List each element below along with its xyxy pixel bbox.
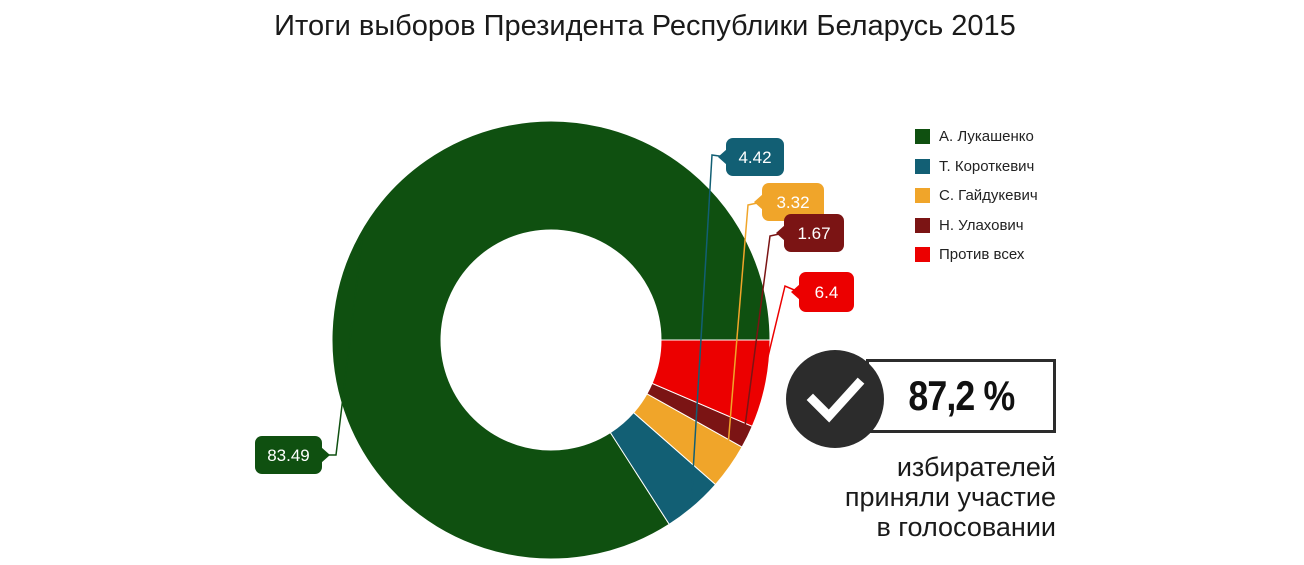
donut-slice — [651, 339, 771, 427]
turnout-caption-line: в голосовании — [876, 512, 1056, 542]
legend-label: Т. Короткевич — [939, 157, 1035, 175]
data-label: 3.32 — [776, 193, 809, 212]
callout-box — [255, 436, 322, 474]
legend-label: С. Гайдукевич — [939, 187, 1038, 205]
legend-swatch — [915, 188, 930, 204]
legend-item-lukashenko: А. Лукашенко — [915, 122, 1038, 152]
data-label: 6.4 — [815, 283, 839, 302]
donut-slice — [331, 120, 771, 560]
chart-title: Итоги выборов Президента Республики Бела… — [274, 10, 1016, 42]
data-label: 4.42 — [738, 148, 771, 167]
legend-swatch — [915, 247, 930, 263]
callout-pointer — [718, 149, 727, 165]
turnout-box: 87,2 % — [866, 359, 1056, 433]
turnout-caption: избирателей приняли участие в голосовани… — [780, 452, 1056, 542]
callout-box — [762, 183, 824, 221]
legend-label: Н. Улахович — [939, 216, 1024, 234]
legend: А. Лукашенко Т. Короткевич С. Гайдукевич… — [915, 122, 1038, 270]
callout-pointer — [754, 194, 763, 210]
checkmark-icon — [786, 350, 884, 448]
callout-pointer — [776, 225, 785, 241]
callout-box — [726, 138, 784, 176]
turnout-value: 87,2 % — [907, 372, 1015, 419]
legend-swatch — [915, 217, 930, 233]
legend-item-ulakhovich: Н. Улахович — [915, 211, 1038, 241]
legend-swatch — [915, 158, 930, 174]
data-label: 1.67 — [797, 224, 830, 243]
legend-label: Против всех — [939, 246, 1025, 264]
data-label: 83.49 — [267, 446, 310, 465]
legend-item-karatkevich: Т. Короткевич — [915, 152, 1038, 182]
legend-item-haidukevich: С. Гайдукевич — [915, 181, 1038, 211]
legend-item-against-all: Против всех — [915, 240, 1038, 270]
callout-pointer — [321, 447, 330, 463]
callout-box — [784, 214, 844, 252]
callout-box — [799, 272, 854, 312]
turnout-caption-line: избирателей — [896, 452, 1056, 482]
turnout-caption-line: приняли участие — [844, 482, 1056, 512]
legend-label: А. Лукашенко — [939, 128, 1034, 146]
callout-pointer — [791, 284, 800, 300]
legend-swatch — [915, 129, 930, 145]
